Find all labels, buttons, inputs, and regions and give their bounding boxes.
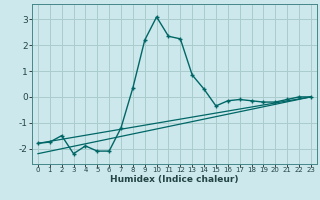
X-axis label: Humidex (Indice chaleur): Humidex (Indice chaleur) (110, 175, 239, 184)
